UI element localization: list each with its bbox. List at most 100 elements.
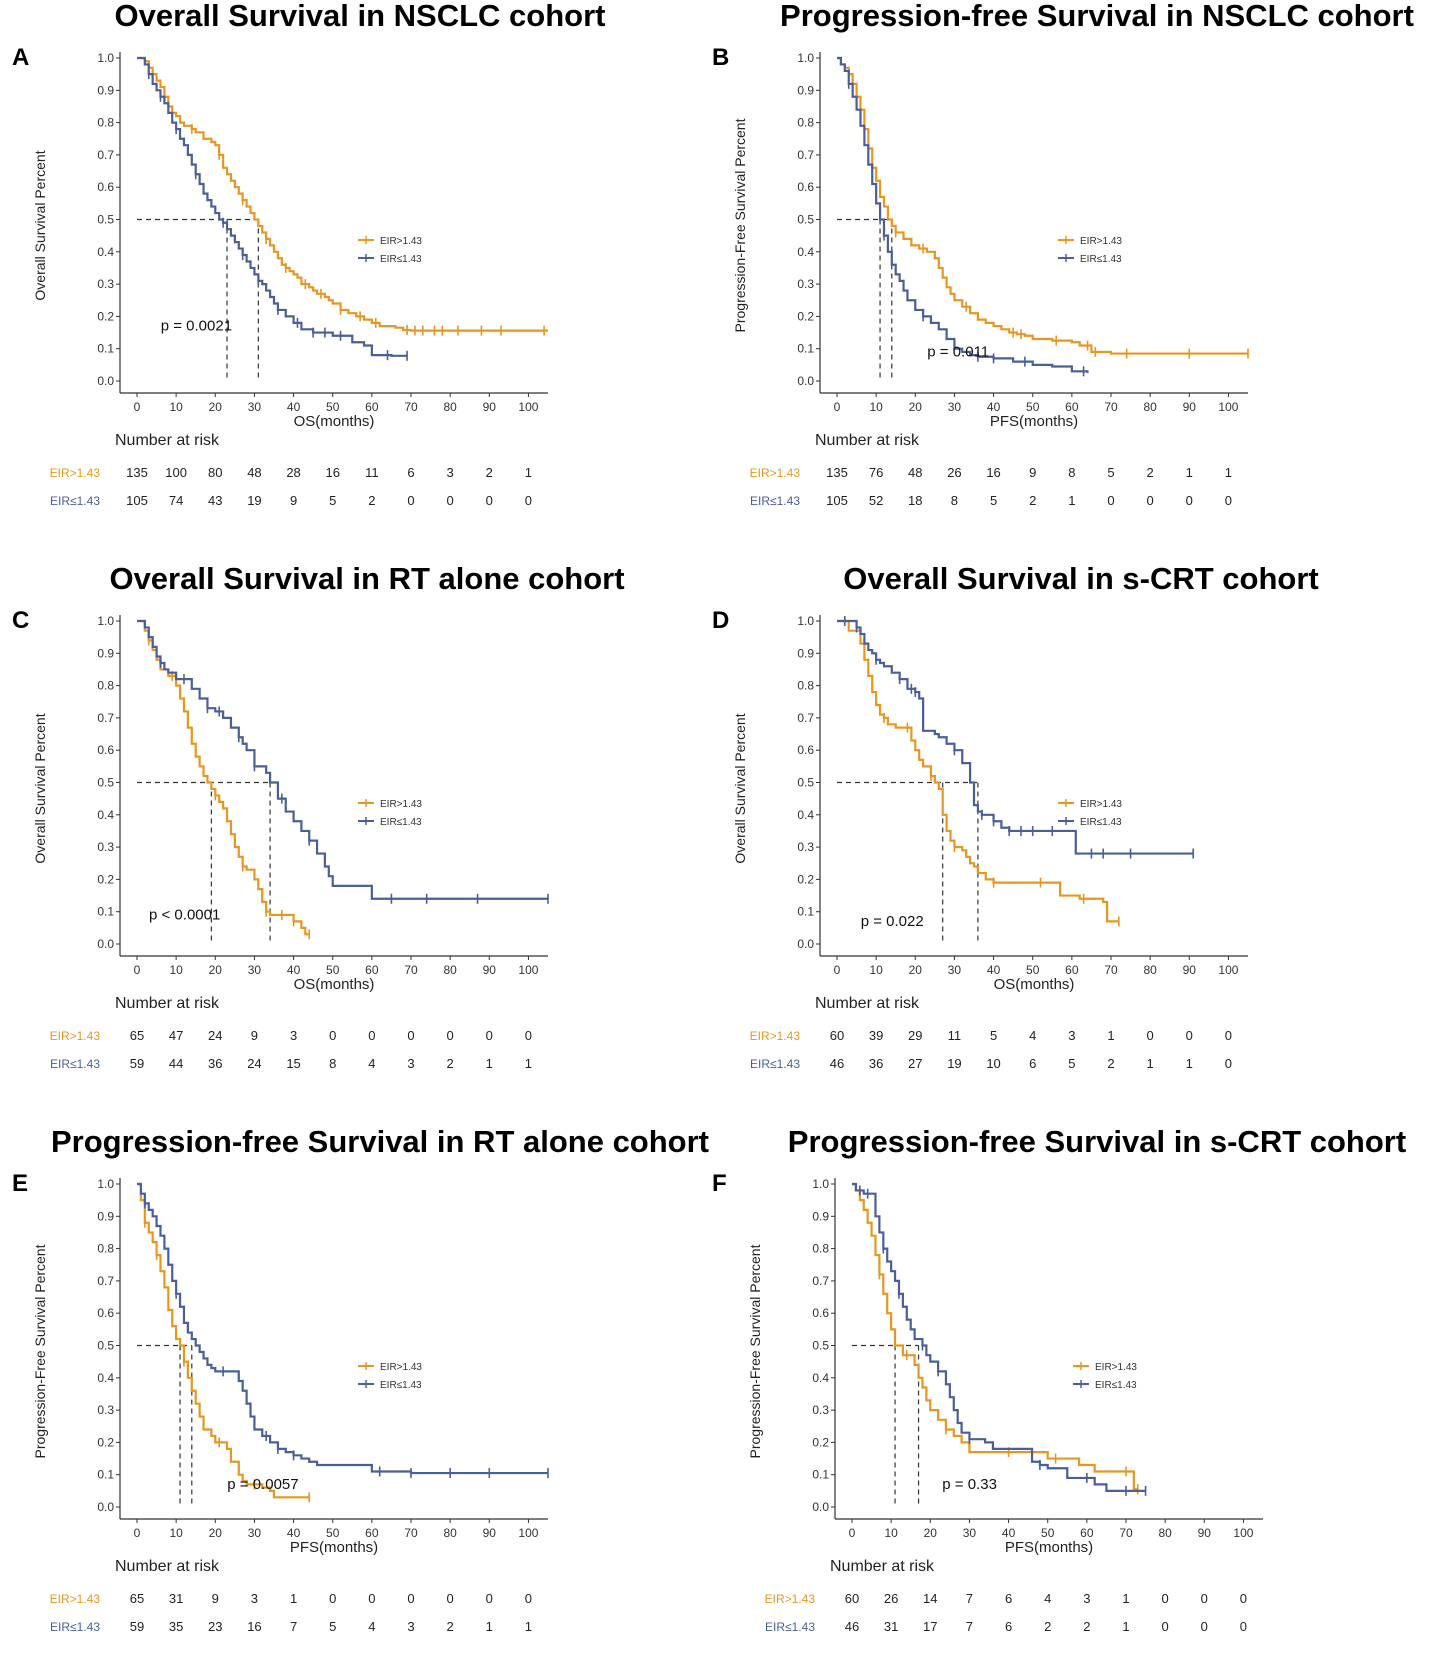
y-axis-label: Overall Survival Percent: [732, 713, 748, 863]
risk-count: 24: [208, 1028, 222, 1043]
y-tick-label: 0.8: [97, 679, 114, 693]
x-tick-label: 90: [483, 963, 497, 977]
risk-count: 17: [923, 1619, 937, 1634]
risk-count: 7: [290, 1619, 297, 1634]
x-tick-label: 100: [1218, 400, 1238, 414]
y-tick-label: 0.1: [797, 342, 814, 356]
risk-count: 1: [486, 1056, 493, 1071]
risk-count: 0: [407, 1028, 414, 1043]
y-tick-label: 0.3: [812, 1403, 829, 1417]
x-tick-label: 60: [365, 400, 379, 414]
risk-count: 1: [1122, 1619, 1129, 1634]
panel-letter: C: [12, 607, 29, 634]
risk-count: 0: [1240, 1619, 1247, 1634]
x-tick-label: 0: [834, 400, 841, 414]
y-tick-label: 0.2: [797, 872, 814, 886]
x-tick-label: 90: [1183, 963, 1197, 977]
km-curve-high: [137, 619, 310, 936]
y-tick-label: 0.0: [97, 1500, 114, 1514]
x-tick-label: 90: [483, 1526, 497, 1540]
x-tick-label: 0: [134, 1526, 141, 1540]
risk-count: 28: [286, 465, 300, 480]
x-tick-label: 20: [209, 963, 223, 977]
risk-count: 0: [525, 1591, 532, 1606]
legend-label: EIR>1.43: [380, 799, 422, 810]
x-tick-label: 60: [1065, 963, 1079, 977]
y-tick-label: 0.5: [812, 1339, 829, 1353]
risk-count: 31: [884, 1619, 898, 1634]
risk-count: 2: [368, 493, 375, 508]
km-curve-low: [837, 619, 1194, 855]
y-tick-label: 0.8: [97, 116, 114, 130]
x-axis-label: PFS(months): [290, 1539, 378, 1556]
risk-count: 9: [290, 493, 297, 508]
risk-count: 1: [1186, 1056, 1193, 1071]
risk-count: 35: [169, 1619, 183, 1634]
risk-count: 3: [407, 1619, 414, 1634]
legend-label: EIR>1.43: [1080, 236, 1122, 247]
legend-label: EIR≤1.43: [1095, 1380, 1137, 1391]
risk-count: 1: [525, 1056, 532, 1071]
risk-count: 0: [329, 1591, 336, 1606]
x-axis-label: OS(months): [294, 976, 375, 993]
risk-count: 1: [525, 1619, 532, 1634]
y-tick-label: 0.1: [797, 905, 814, 919]
x-axis-label: OS(months): [294, 413, 375, 430]
x-tick-label: 100: [1233, 1526, 1253, 1540]
y-tick-label: 1.0: [797, 51, 814, 65]
x-tick-label: 70: [404, 1526, 418, 1540]
y-tick-label: 0.3: [797, 840, 814, 854]
km-curve-high: [852, 1182, 1138, 1491]
risk-count: 0: [1162, 1619, 1169, 1634]
x-tick-label: 80: [443, 963, 457, 977]
panel-title: Progression-free Survival in NSCLC cohor…: [780, 0, 1414, 33]
y-tick-label: 0.3: [97, 840, 114, 854]
y-tick-label: 0.6: [97, 180, 114, 194]
risk-count: 31: [169, 1591, 183, 1606]
y-tick-label: 0.1: [812, 1468, 829, 1482]
risk-table-title: Number at risk: [815, 432, 920, 449]
risk-count: 36: [208, 1056, 222, 1071]
risk-count: 4: [1029, 1028, 1036, 1043]
risk-count: 0: [407, 493, 414, 508]
risk-count: 60: [830, 1028, 844, 1043]
risk-count: 48: [247, 465, 261, 480]
p-value: p = 0.022: [861, 913, 924, 930]
x-tick-label: 80: [1143, 963, 1157, 977]
risk-count: 0: [1186, 1028, 1193, 1043]
risk-count: 26: [947, 465, 961, 480]
risk-count: 1: [525, 465, 532, 480]
x-tick-label: 50: [1026, 400, 1040, 414]
risk-count: 5: [1068, 1056, 1075, 1071]
x-tick-label: 10: [884, 1526, 898, 1540]
km-curve-high: [137, 1182, 310, 1499]
risk-count: 24: [247, 1056, 261, 1071]
panel-e: Progression-free Survival in RT alone co…: [12, 1124, 709, 1634]
risk-count: 0: [525, 1028, 532, 1043]
y-tick-label: 0.5: [97, 776, 114, 790]
risk-count: 0: [447, 1028, 454, 1043]
risk-table-title: Number at risk: [115, 432, 220, 449]
risk-count: 14: [923, 1591, 937, 1606]
risk-table-title: Number at risk: [115, 1558, 220, 1575]
x-tick-label: 90: [1183, 400, 1197, 414]
y-tick-label: 0.0: [97, 937, 114, 951]
x-axis-label: OS(months): [994, 976, 1075, 993]
p-value: p < 0.0001: [149, 907, 220, 924]
risk-group-label: EIR>1.43: [750, 466, 801, 480]
y-tick-label: 0.4: [797, 245, 814, 259]
risk-count: 0: [486, 1028, 493, 1043]
risk-group-label: EIR>1.43: [750, 1029, 801, 1043]
x-tick-label: 30: [948, 400, 962, 414]
y-tick-label: 0.4: [812, 1371, 829, 1385]
risk-count: 3: [1083, 1591, 1090, 1606]
y-tick-label: 1.0: [97, 51, 114, 65]
risk-count: 3: [447, 465, 454, 480]
risk-count: 16: [247, 1619, 261, 1634]
risk-count: 59: [130, 1619, 144, 1634]
x-tick-label: 70: [1104, 963, 1118, 977]
risk-count: 135: [126, 465, 148, 480]
risk-group-label: EIR≤1.43: [750, 1057, 800, 1071]
risk-count: 15: [286, 1056, 300, 1071]
x-tick-label: 70: [1119, 1526, 1133, 1540]
